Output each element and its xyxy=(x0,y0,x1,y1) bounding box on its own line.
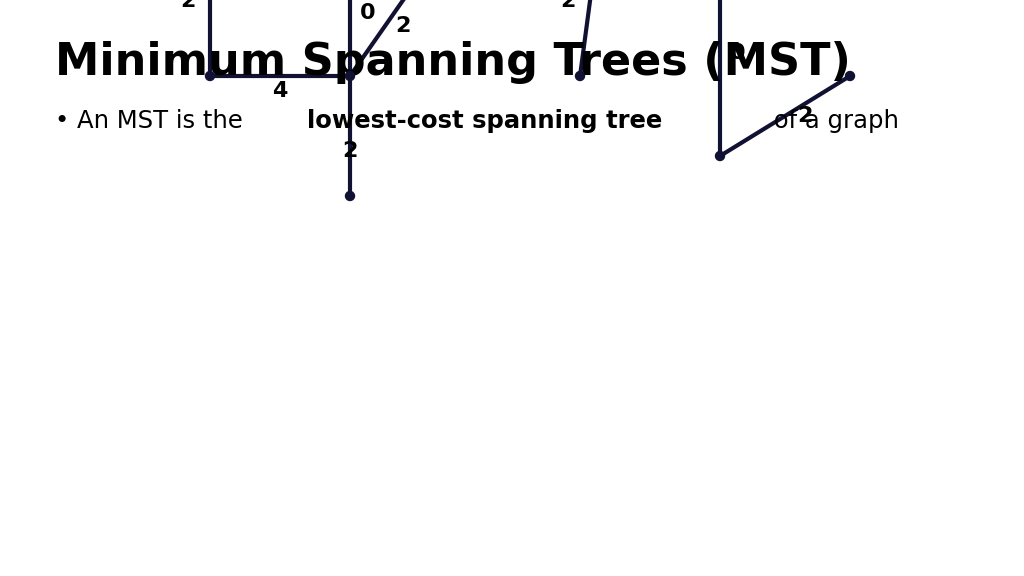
Circle shape xyxy=(345,71,354,81)
Text: 2: 2 xyxy=(798,106,813,126)
Circle shape xyxy=(345,191,354,200)
Text: 4: 4 xyxy=(272,81,288,101)
Text: Minimum Spanning Trees (MST): Minimum Spanning Trees (MST) xyxy=(55,41,851,84)
Text: of a graph: of a graph xyxy=(766,109,898,133)
Text: 0: 0 xyxy=(730,43,745,63)
Circle shape xyxy=(846,71,854,81)
Circle shape xyxy=(575,71,585,81)
Text: 2: 2 xyxy=(342,141,357,161)
Text: 2: 2 xyxy=(180,0,196,11)
Text: 0: 0 xyxy=(360,3,376,23)
Text: lowest-cost spanning tree: lowest-cost spanning tree xyxy=(307,109,663,133)
Text: • An MST is the: • An MST is the xyxy=(55,109,251,133)
Text: 2: 2 xyxy=(560,0,575,11)
Circle shape xyxy=(716,151,725,161)
Circle shape xyxy=(206,71,214,81)
Text: 2: 2 xyxy=(395,16,411,36)
